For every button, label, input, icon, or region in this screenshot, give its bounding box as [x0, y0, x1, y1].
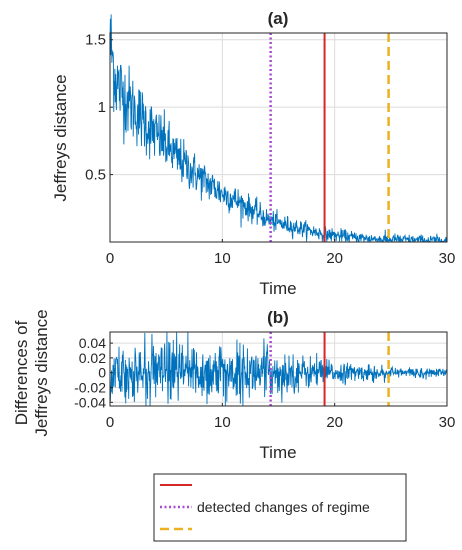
x-tick-label: 30 — [439, 250, 456, 267]
panel-b-axes-box — [109, 331, 448, 407]
panel-b-ylabel-line1: Differences of — [12, 320, 31, 425]
panel-b-xlabel: Time — [259, 443, 296, 462]
legend-box — [153, 473, 407, 542]
y-tick-label: 0 — [98, 365, 106, 381]
x-tick-label: 10 — [214, 250, 231, 267]
panel-b-ylabel-line2: Jeffreys distance — [32, 309, 51, 436]
series-line — [109, 14, 448, 244]
panel-a-series — [109, 14, 448, 244]
y-tick-label: -0.04 — [74, 394, 106, 410]
panel-a-ylabel: Jeffreys distance — [51, 74, 70, 201]
x-tick-label: 0 — [106, 414, 114, 431]
y-tick-label: 0.02 — [79, 350, 106, 366]
panel-a: (a) 0 10 20 30 0.5 1 1.5 Time Jeffreys distanc… — [51, 9, 455, 298]
x-tick-label: 20 — [326, 250, 343, 267]
panel-b-title: (b) — [267, 308, 289, 327]
x-tick-label: 10 — [214, 414, 231, 431]
panel-a-axes-box — [109, 32, 448, 243]
series-line — [109, 331, 448, 407]
panel-a-regime-lines — [269, 33, 390, 242]
panel-a-ticks: 0 10 20 30 0.5 1 1.5 — [85, 32, 455, 267]
legend-label-dotted: detected changes of regime — [197, 499, 370, 515]
panel-a-xlabel: Time — [259, 279, 296, 298]
panel-b-series — [109, 331, 448, 407]
y-tick-label: 0.5 — [85, 167, 106, 184]
x-tick-label: 0 — [106, 250, 114, 267]
panel-a-title: (a) — [268, 9, 289, 28]
y-tick-label: 0.04 — [79, 335, 106, 351]
legend: detected changes of regime — [153, 473, 407, 542]
y-tick-label: -0.02 — [74, 380, 106, 396]
x-tick-label: 20 — [326, 414, 343, 431]
x-tick-label: 30 — [439, 414, 456, 431]
y-tick-label: 1 — [98, 99, 106, 116]
y-tick-label: 1.5 — [85, 32, 106, 49]
panel-b-regime-lines — [269, 332, 390, 406]
panel-a-grid — [110, 33, 447, 242]
